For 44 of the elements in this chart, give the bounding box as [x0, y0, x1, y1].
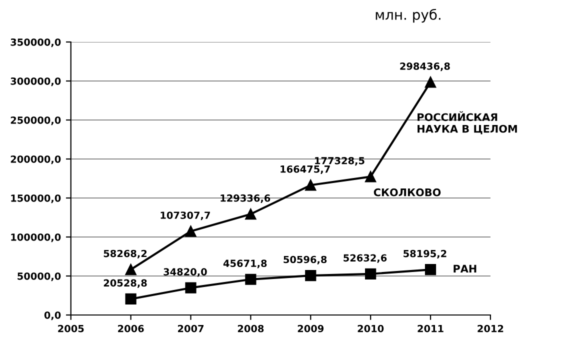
- series-label: РАН: [454, 264, 476, 272]
- data-label: 129336,6: [220, 194, 270, 203]
- point: [305, 180, 316, 191]
- point: [185, 226, 196, 237]
- y-tick-label: 100000,0: [11, 233, 61, 242]
- y-tick-label: 350000,0: [10, 38, 61, 48]
- point: [305, 270, 316, 282]
- data-label: 58195,2: [404, 250, 446, 258]
- x-tick-label: 2010: [358, 324, 384, 332]
- data-label: 52632,6: [344, 254, 387, 263]
- point: [185, 282, 196, 294]
- point: [424, 76, 436, 88]
- point: [245, 208, 256, 220]
- y-tick-label: 0,0: [44, 311, 61, 320]
- x-tick-label: 2009: [298, 324, 324, 332]
- data-label: 50596,8: [284, 256, 327, 264]
- annotation: СКОЛКОВО: [374, 188, 441, 196]
- y-tick-label: 150000,0: [11, 194, 61, 204]
- x-tick-label: 2012: [478, 324, 504, 332]
- data-label: 58268,2: [104, 250, 147, 258]
- data-label: 166475,7: [280, 165, 330, 174]
- y-tick-label: 200000,0: [10, 155, 61, 164]
- y-tick-label: 300000,0: [10, 77, 61, 86]
- point: [245, 274, 256, 285]
- y-tick-label: 50000,0: [18, 272, 61, 282]
- data-label: 20528,8: [104, 279, 147, 288]
- x-tick-label: 2007: [178, 324, 204, 332]
- point: [365, 171, 376, 182]
- point: [125, 293, 136, 305]
- y-tick-label: 250000,0: [10, 116, 61, 126]
- data-label: 34820,0: [164, 268, 207, 277]
- x-tick-label: 2006: [118, 324, 144, 332]
- point: [424, 264, 436, 276]
- x-tick-label: 2011: [418, 324, 444, 332]
- point: [125, 264, 136, 276]
- data-label: 107307,7: [160, 212, 210, 220]
- text: млн. руб.: [376, 8, 440, 23]
- data-label: 45671,8: [223, 260, 267, 268]
- x-tick-label: 2005: [58, 324, 84, 332]
- data-label: 177328,5: [315, 156, 364, 166]
- point: [365, 268, 376, 280]
- x-tick-label: 2008: [238, 324, 264, 332]
- data-label: 298436,8: [400, 62, 450, 72]
- series-label: РОССИЙСКАЯ НАУКА В ЦЕЛОМ: [418, 111, 517, 134]
